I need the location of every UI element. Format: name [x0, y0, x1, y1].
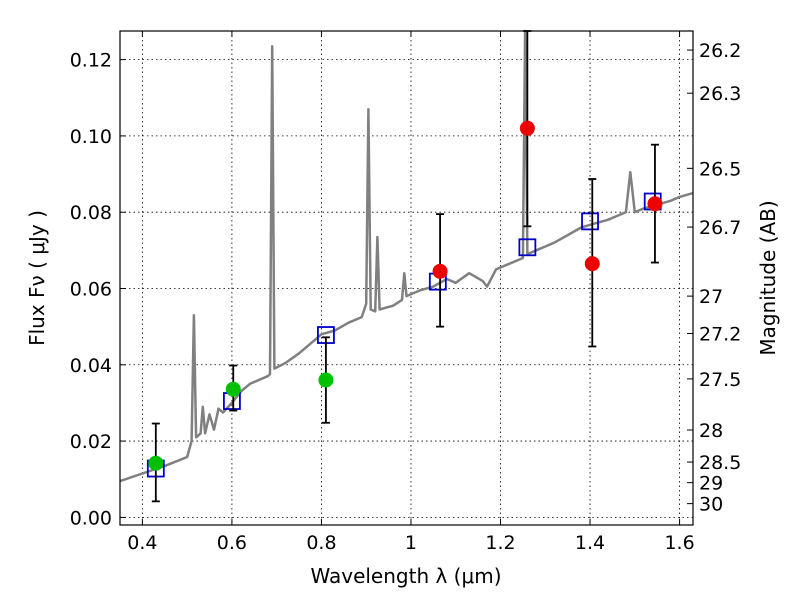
photometry-point — [318, 372, 334, 388]
y-tick-label: 0.12 — [70, 50, 112, 72]
y-axis-title: Flux Fν ( μJy ) — [25, 210, 49, 346]
x-axis-title: Wavelength λ (μm) — [310, 564, 501, 588]
spectrum-line — [119, 29, 694, 483]
y-tick-label: 0.00 — [70, 507, 112, 529]
plot-frame — [119, 30, 694, 526]
magnitude-tick-label: 27 — [699, 286, 723, 308]
photometry-points — [148, 120, 663, 471]
grid-lines — [120, 31, 693, 525]
x-tick-label: 1 — [405, 532, 417, 554]
x-tick-label: 0.4 — [127, 532, 157, 554]
x-tick-label: 1.6 — [664, 532, 694, 554]
photometry-point — [432, 263, 448, 279]
magnitude-tick-label: 29 — [699, 473, 723, 495]
magnitude-tick-label: 27.2 — [699, 324, 741, 346]
model-photometry-square — [581, 212, 599, 231]
magnitude-tick-label: 28 — [699, 420, 723, 442]
x-tick-label: 0.8 — [306, 532, 336, 554]
x-tick-label: 1.2 — [485, 532, 515, 554]
magnitude-tick-label: 30 — [699, 494, 723, 516]
magnitude-tick-label: 26.5 — [699, 158, 741, 180]
x-axis-ticks: 0.4 0.6 0.8 1 1.2 1.4 1.6 — [127, 31, 695, 554]
y-axis-ticks: 0.00 0.02 0.04 0.06 0.08 0.10 0.12 — [70, 50, 126, 529]
spectrum-series — [119, 29, 694, 483]
y-tick-label: 0.06 — [70, 278, 112, 300]
photometry-point — [647, 196, 663, 212]
y-tick-label: 0.04 — [70, 355, 112, 377]
x-tick-label: 0.6 — [217, 532, 247, 554]
magnitude-axis-title: Magnitude (AB) — [756, 200, 780, 355]
magnitude-tick-label: 26.3 — [699, 83, 741, 105]
photometry-point — [225, 381, 241, 397]
model-photometry-series — [146, 192, 662, 478]
x-tick-label: 1.4 — [575, 532, 605, 554]
y-tick-label: 0.02 — [70, 431, 112, 453]
photometry-point — [519, 120, 535, 136]
magnitude-tick-label: 26.2 — [699, 40, 741, 62]
y-tick-label: 0.10 — [70, 126, 112, 148]
y-tick-label: 0.08 — [70, 202, 112, 224]
magnitude-tick-label: 27.5 — [699, 369, 741, 391]
photometry-point — [584, 256, 600, 272]
magnitude-tick-label: 26.7 — [699, 217, 741, 239]
error-bars — [151, 30, 659, 503]
model-photometry-square — [518, 238, 537, 257]
photometry-point — [148, 455, 164, 471]
magnitude-tick-label: 28.5 — [699, 452, 741, 474]
